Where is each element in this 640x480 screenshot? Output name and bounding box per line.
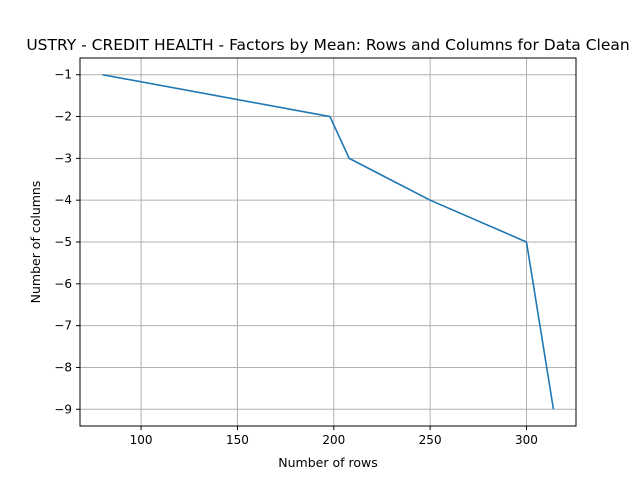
series-line-0 (102, 73, 555, 410)
x-tick-label: 100 (130, 433, 153, 447)
y-tick-label: −4 (54, 193, 72, 207)
y-tick-label: −7 (54, 319, 72, 333)
x-tick-label: 300 (515, 433, 538, 447)
x-tick-label: 200 (322, 433, 345, 447)
y-tick-label: −8 (54, 360, 72, 374)
chart-title: USTRY - CREDIT HEALTH - Factors by Mean:… (26, 36, 629, 54)
y-tick-label: −3 (54, 151, 72, 165)
axis-ticks: 100 150 200 250 300 −1 −2 −3 −4 −5 −6 −7 −8 −9 (54, 68, 538, 447)
y-tick-label: −5 (54, 235, 72, 249)
y-tick-label: −2 (54, 110, 72, 124)
y-axis-label: Number of columns (28, 181, 43, 304)
y-tick-label: −6 (54, 277, 72, 291)
x-tick-label: 250 (419, 433, 442, 447)
x-tick-label: 150 (226, 433, 249, 447)
grid-lines (80, 58, 576, 426)
x-axis-label: Number of rows (278, 455, 377, 470)
y-tick-label: −9 (54, 402, 72, 416)
series-layer (102, 73, 555, 410)
y-tick-label: −1 (54, 68, 72, 82)
